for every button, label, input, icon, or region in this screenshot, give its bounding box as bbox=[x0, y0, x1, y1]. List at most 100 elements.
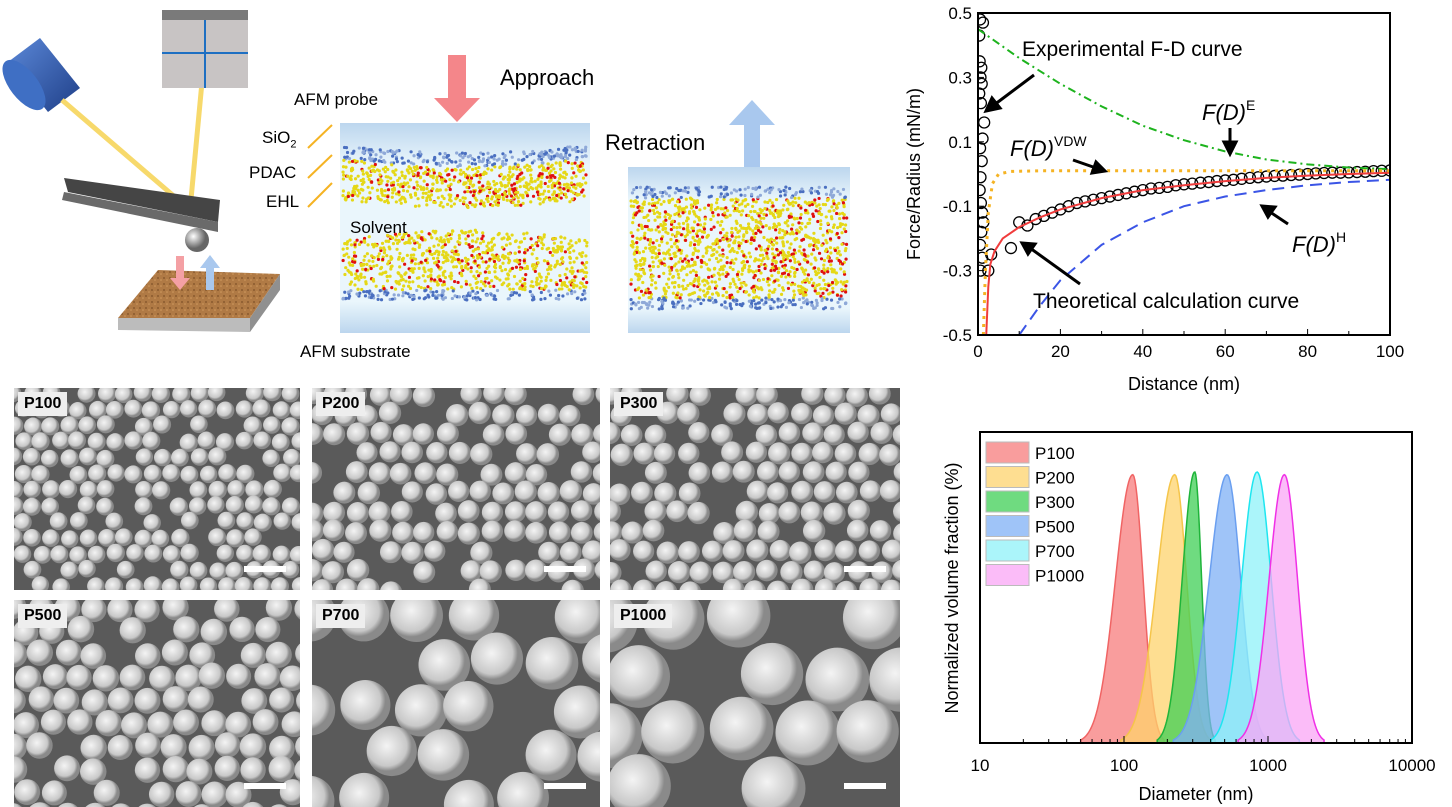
annotation-fde: F(D)E bbox=[1202, 97, 1255, 125]
data-point-experimental bbox=[978, 13, 987, 26]
sem-panel-p100: P100 bbox=[14, 388, 300, 590]
data-point-experimental bbox=[1046, 206, 1059, 219]
cantilever-icon bbox=[62, 178, 220, 252]
annotation-theoretical: Theoretical calculation curve bbox=[1033, 290, 1299, 313]
scale-bar bbox=[844, 783, 886, 789]
fdh-sup: H bbox=[1336, 229, 1346, 245]
small-retraction-arrow-icon bbox=[200, 255, 220, 290]
x-tick-label: 20 bbox=[1051, 342, 1070, 361]
scale-bar bbox=[844, 566, 886, 572]
curve-theoretical bbox=[985, 171, 1390, 335]
data-point-experimental bbox=[978, 16, 990, 29]
afm-substrate-label: AFM substrate bbox=[300, 342, 411, 361]
fdvdw-sup: VDW bbox=[1054, 133, 1087, 149]
distribution-p1000 bbox=[1237, 473, 1325, 744]
approach-arrow-icon bbox=[434, 55, 480, 122]
x-tick-label: 40 bbox=[1133, 342, 1152, 361]
y-tick-label: 0.5 bbox=[948, 4, 972, 23]
data-point-experimental bbox=[1128, 185, 1141, 198]
y-tick-label: 0.3 bbox=[948, 68, 972, 87]
annotation-arrows bbox=[983, 73, 1289, 286]
annotation-fdh: F(D)H bbox=[1292, 229, 1346, 257]
afm-substrate-icon bbox=[118, 270, 280, 332]
x-tick-label: 10 bbox=[971, 756, 990, 775]
data-point-experimental bbox=[978, 154, 988, 168]
data-point-experimental bbox=[1037, 209, 1051, 223]
x-tick-label: 80 bbox=[1298, 342, 1317, 361]
data-point-experimental bbox=[978, 132, 989, 145]
fde-main: F(D) bbox=[1202, 100, 1246, 125]
data-point-experimental bbox=[1054, 203, 1067, 216]
sem-panel-p700: P700 bbox=[312, 600, 600, 807]
sio2-subscript: 2 bbox=[290, 138, 297, 151]
layer-leader-lines bbox=[307, 124, 333, 208]
fde-sup: E bbox=[1246, 97, 1255, 113]
laser-source-icon bbox=[2, 38, 80, 112]
sem-label: P500 bbox=[18, 604, 68, 628]
data-point-experimental bbox=[1326, 166, 1339, 179]
annotation-experimental: Experimental F-D curve bbox=[1022, 38, 1243, 61]
pdac-label: PDAC bbox=[249, 163, 297, 182]
y-axis-label: Normalized volume fraction (%) bbox=[942, 462, 962, 713]
sem-label: P300 bbox=[614, 392, 664, 416]
sem-label: P1000 bbox=[614, 604, 673, 628]
curve-fdh bbox=[1018, 178, 1390, 335]
sem-label: P700 bbox=[316, 604, 366, 628]
afm-setup-illustration bbox=[2, 10, 850, 333]
x-axis-label: Diameter (nm) bbox=[1138, 784, 1253, 804]
y-tick-label: -0.5 bbox=[943, 326, 972, 345]
x-tick-label: 100 bbox=[1110, 756, 1138, 775]
data-point-experimental bbox=[1359, 165, 1372, 178]
data-point-experimental bbox=[978, 71, 987, 84]
sem-image bbox=[14, 600, 300, 807]
data-point-experimental bbox=[978, 171, 987, 184]
data-point-experimental bbox=[1383, 164, 1390, 177]
sio2-label: SiO2 bbox=[262, 128, 296, 150]
data-point-experimental bbox=[978, 61, 988, 74]
retraction-label: Retraction bbox=[605, 130, 706, 155]
y-tick-label: 0.1 bbox=[948, 133, 972, 152]
scale-bar bbox=[544, 566, 586, 572]
data-point-experimental bbox=[978, 55, 986, 68]
sem-panel-p1000: P1000 bbox=[610, 600, 900, 807]
data-point-experimental bbox=[978, 77, 988, 90]
legend-swatch bbox=[985, 515, 1030, 537]
x-tick-label: 1000 bbox=[1249, 756, 1287, 775]
sem-panel-p200: P200 bbox=[312, 388, 600, 590]
data-point-experimental bbox=[1350, 165, 1364, 179]
data-point-experimental bbox=[1111, 188, 1125, 202]
x-tick-label: 0 bbox=[973, 342, 982, 361]
legend-label: P100 bbox=[1035, 444, 1075, 463]
data-point-experimental bbox=[978, 251, 989, 264]
data-point-experimental bbox=[1334, 166, 1347, 179]
data-point-experimental bbox=[1301, 167, 1314, 181]
scale-bar bbox=[244, 783, 286, 789]
retraction-arrow-icon bbox=[729, 100, 775, 167]
curve-fdvdw bbox=[981, 169, 1390, 335]
afm-probe-label: AFM probe bbox=[294, 90, 379, 109]
photodetector-icon bbox=[162, 10, 248, 88]
plot-frame bbox=[979, 431, 1413, 744]
data-point-experimental bbox=[978, 142, 987, 155]
data-point-experimental bbox=[1103, 190, 1116, 203]
data-point-experimental bbox=[978, 97, 988, 110]
legend-label: P1000 bbox=[1035, 567, 1084, 586]
legend-swatch bbox=[985, 490, 1030, 513]
curve-fde bbox=[978, 28, 1390, 171]
x-tick-label: 60 bbox=[1216, 342, 1235, 361]
sem-image bbox=[312, 600, 600, 807]
legend-label: P700 bbox=[1035, 542, 1075, 561]
data-point-experimental bbox=[1029, 212, 1042, 226]
x-axis-label: Distance (nm) bbox=[1128, 374, 1240, 394]
legend-swatch bbox=[985, 539, 1030, 562]
x-tick-label: 100 bbox=[1376, 342, 1404, 361]
legend-swatch bbox=[985, 564, 1030, 586]
laser-beam bbox=[60, 98, 192, 212]
scale-bar bbox=[544, 783, 586, 789]
sem-panel-p500: P500 bbox=[14, 600, 300, 807]
sem-label: P100 bbox=[18, 392, 68, 416]
data-point-experimental bbox=[1293, 168, 1306, 181]
data-point-experimental bbox=[1317, 166, 1331, 180]
approach-label: Approach bbox=[500, 65, 595, 90]
force-distance-chart: 0 20 40 60 80 100 -0.5 -0.3 -0.1 0.1 0.3 0.5 Distan… bbox=[904, 4, 1404, 394]
